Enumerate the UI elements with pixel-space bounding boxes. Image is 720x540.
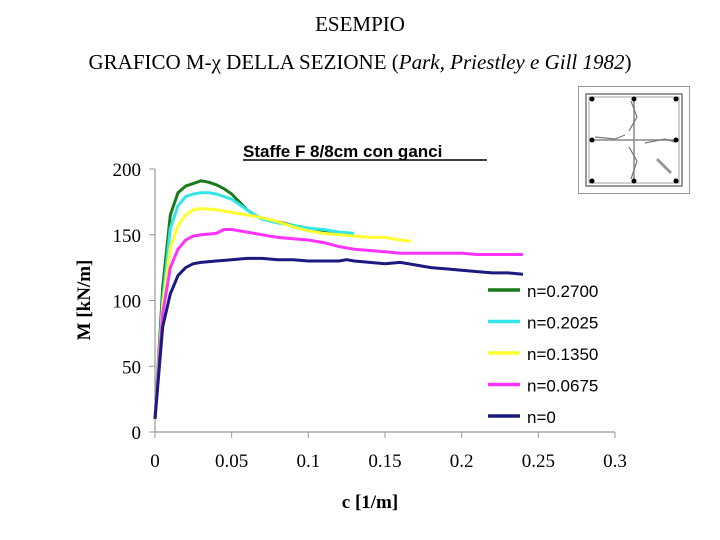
legend-label: n=0 [527,408,556,427]
subtitle-suffix: ) [624,50,632,74]
x-tick-label: 0 [150,451,160,472]
x-tick-label: 0.05 [215,451,248,472]
y-tick-label: 200 [113,160,142,181]
page-subtitle: GRAFICO M-χ DELLA SEZIONE (Park, Priestl… [0,50,720,75]
legend-label: n=0.2700 [527,282,598,301]
x-axis-label: c [1/m] [342,492,398,513]
title-line-1: ESEMPIO [315,12,405,36]
subtitle-reference: Park, Priestley e Gill 1982 [398,50,625,74]
chart-title: Staffe F 8/8cm con ganci [243,142,442,161]
series-line-2 [153,207,412,420]
legend-label: n=0.0675 [527,377,598,396]
series-line-4 [153,256,524,420]
x-tick-label: 0.2 [450,451,474,472]
y-tick-label: 100 [113,292,142,313]
x-tick-label: 0.25 [522,451,555,472]
legend: n=0.2700 n=0.2025 n=0.1350 n=0.0675 n=0 [488,282,598,427]
series-layer [153,179,524,420]
y-tick-label: 50 [122,357,141,378]
y-tick-label: 0 [132,423,142,444]
section-diagram-icon [585,93,683,187]
y-tick-label: 150 [113,226,142,247]
legend-label: n=0.1350 [527,345,598,364]
series-line-1 [153,191,355,419]
subtitle-prefix: GRAFICO M-χ DELLA SEZIONE ( [88,50,399,74]
x-tick-label: 0.3 [603,451,627,472]
legend-label: n=0.2025 [527,314,598,333]
series-line-3 [153,228,523,420]
page-title: ESEMPIO [0,12,720,37]
x-tick-label: 0.1 [296,451,320,472]
y-axis-label: M [kN/m] [74,260,95,341]
section-diagram [578,86,690,194]
axes: 0 50 100 150 200 0 0.05 0.1 0.15 0.2 0.25 0.3 [113,160,627,472]
x-tick-label: 0.15 [368,451,401,472]
